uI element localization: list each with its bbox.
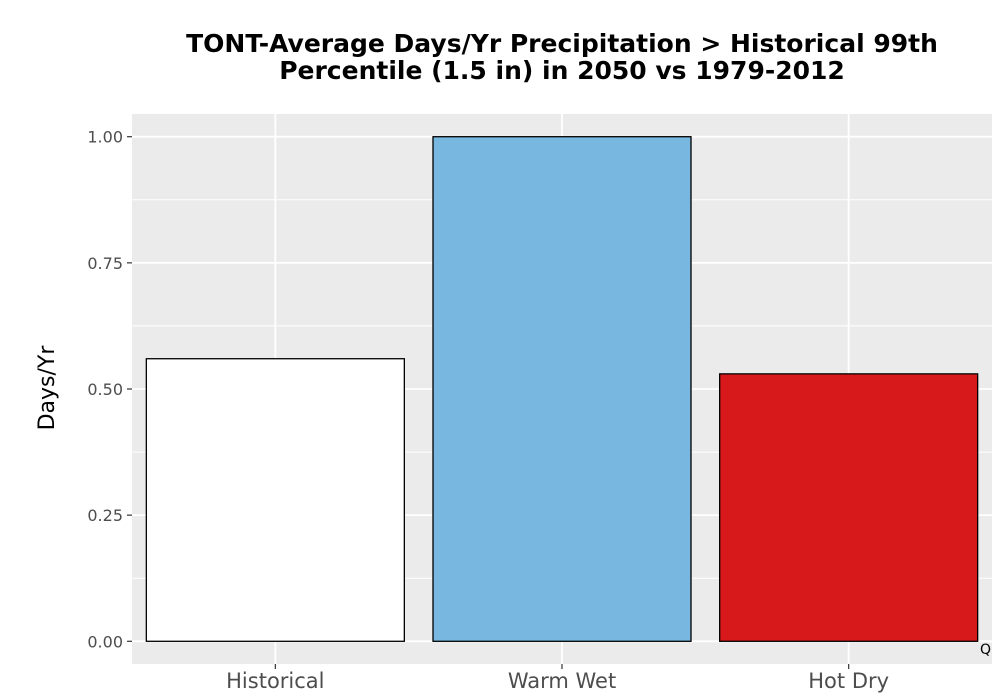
y-tick-label: 0.50 — [87, 380, 123, 399]
bar-hot-dry — [719, 373, 979, 642]
chart-title: TONT-Average Days/Yr Precipitation > His… — [132, 30, 992, 84]
corner-note: Q — [980, 642, 991, 658]
x-tick-label: Warm Wet — [508, 669, 616, 693]
y-tick-label: 0.25 — [87, 506, 123, 525]
y-axis-title: Days/Yr — [35, 345, 60, 431]
y-tick-label: 0.00 — [87, 632, 123, 651]
bar-warm-wet — [432, 136, 692, 642]
y-tick-label: 1.00 — [87, 128, 123, 147]
chart-title-line-1: TONT-Average Days/Yr Precipitation > His… — [186, 29, 938, 58]
bars — [145, 136, 979, 642]
chart-title-line-2: Percentile (1.5 in) in 2050 vs 1979-2012 — [279, 56, 845, 85]
x-tick-label: Hot Dry — [808, 669, 889, 693]
y-tick-label: 0.75 — [87, 254, 123, 273]
bar-historical — [145, 358, 405, 642]
x-tick-label: Historical — [226, 669, 324, 693]
axes: 0.00 0.25 0.50 0.75 1.00 Historical Warm Wet Ho… — [87, 128, 889, 693]
